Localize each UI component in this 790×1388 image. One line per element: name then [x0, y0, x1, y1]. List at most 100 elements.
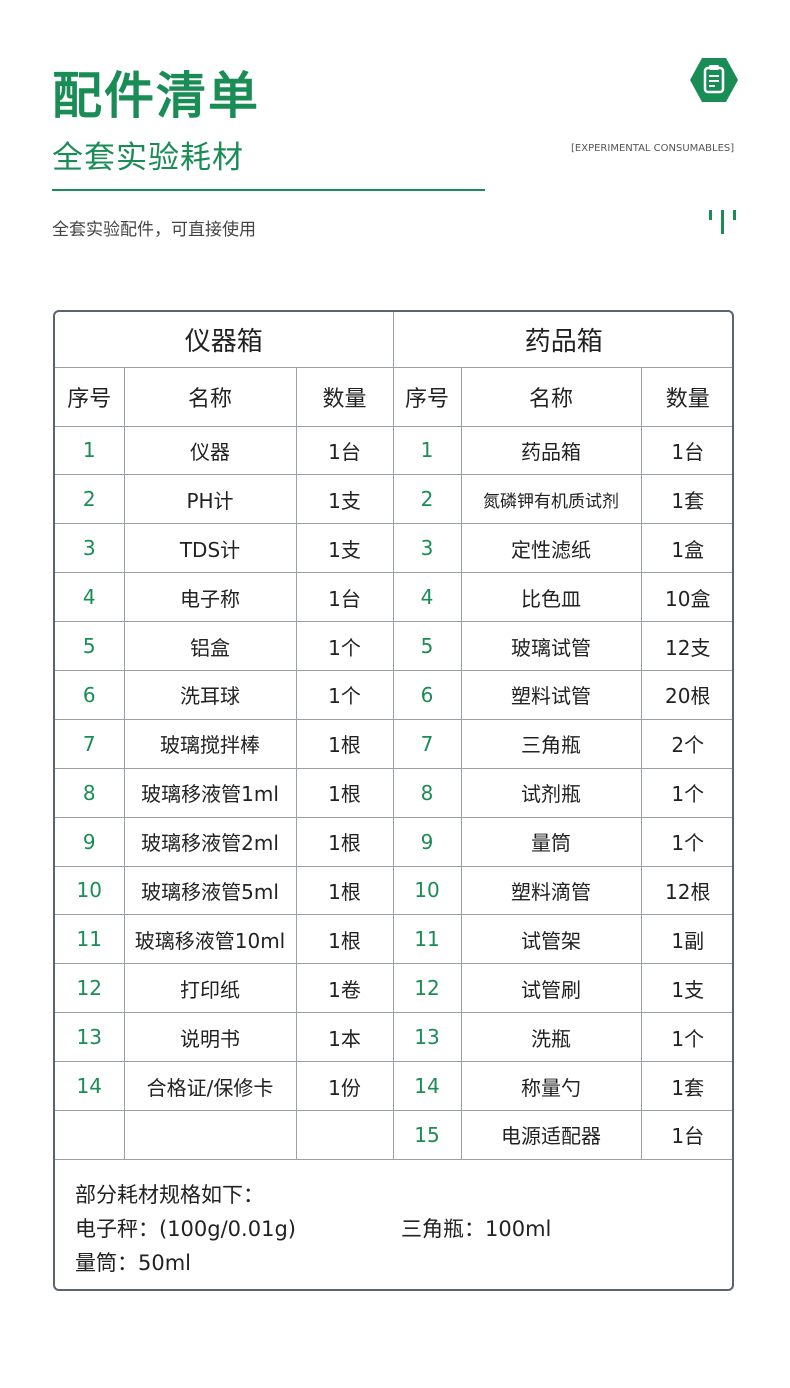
item-name: 玻璃移液管5ml: [123, 865, 297, 916]
item-index: 7: [55, 718, 125, 769]
item-quantity: 1根: [295, 914, 394, 965]
item-quantity: 1台: [295, 572, 394, 623]
item-quantity: 1个: [295, 669, 394, 720]
note-scale: 电子秤：(100g/0.01g): [75, 1217, 296, 1241]
item-index: 1: [392, 425, 462, 476]
item-name: 电源适配器: [460, 1109, 642, 1160]
page-subtitle: 全套实验耗材: [52, 140, 244, 176]
item-quantity: 1根: [295, 767, 394, 818]
item-index: 2: [55, 474, 125, 525]
item-quantity: 1套: [640, 474, 732, 525]
item-quantity: 1份: [295, 1061, 394, 1111]
table-row: 15 电源适配器 1台: [55, 1109, 732, 1160]
instrument-box-title: 仪器箱: [55, 312, 394, 368]
table-row: 10 玻璃移液管5ml 1根 10 塑料滴管 12根: [55, 865, 732, 916]
item-name: 三角瓶: [460, 718, 642, 769]
table-row: 5 铝盒 1个 5 玻璃试管 12支: [55, 621, 732, 671]
item-quantity: 1卷: [295, 963, 394, 1014]
item-quantity: 12支: [640, 621, 732, 671]
item-quantity: 1台: [295, 425, 394, 476]
item-name: 塑料试管: [460, 669, 642, 720]
item-name: TDS计: [123, 523, 297, 574]
item-name: 洗瓶: [460, 1012, 642, 1063]
item-name: 塑料滴管: [460, 865, 642, 916]
table-row: 4 电子称 1台 4 比色皿 10盒: [55, 572, 732, 623]
item-quantity: 1根: [295, 718, 394, 769]
table-row: 2 PH计 1支 2 氮磷钾有机质试剂 1套: [55, 474, 732, 525]
table-row: 13 说明书 1本 13 洗瓶 1个: [55, 1012, 732, 1063]
reagent-box-title: 药品箱: [392, 312, 732, 368]
item-index: 10: [392, 865, 462, 916]
item-quantity: 1个: [295, 621, 394, 671]
item-name: 玻璃搅拌棒: [123, 718, 297, 769]
decorative-bars-icon: [709, 210, 736, 234]
item-index: 14: [55, 1061, 125, 1111]
item-name: 试管架: [460, 914, 642, 965]
item-quantity: 20根: [640, 669, 732, 720]
item-quantity: 2个: [640, 718, 732, 769]
item-quantity: 1副: [640, 914, 732, 965]
item-index: 15: [392, 1109, 462, 1160]
item-name: 玻璃移液管2ml: [123, 816, 297, 867]
item-name: [123, 1109, 297, 1160]
item-name: 称量勺: [460, 1061, 642, 1111]
col-header-qty: 数量: [295, 366, 394, 427]
col-header-qty: 数量: [640, 366, 732, 427]
item-name: 量筒: [460, 816, 642, 867]
item-name: 玻璃试管: [460, 621, 642, 671]
item-quantity: 1支: [295, 474, 394, 525]
table-row: 9 玻璃移液管2ml 1根 9 量筒 1个: [55, 816, 732, 867]
item-name: 玻璃移液管1ml: [123, 767, 297, 818]
item-index: 6: [55, 669, 125, 720]
item-index: [55, 1109, 125, 1160]
col-header-index: 序号: [55, 366, 125, 427]
item-name: 洗耳球: [123, 669, 297, 720]
item-index: 8: [392, 767, 462, 818]
item-quantity: 1根: [295, 816, 394, 867]
table-row: 8 玻璃移液管1ml 1根 8 试剂瓶 1个: [55, 767, 732, 818]
item-index: 14: [392, 1061, 462, 1111]
item-name: 说明书: [123, 1012, 297, 1063]
item-quantity: 1套: [640, 1061, 732, 1111]
item-index: 3: [55, 523, 125, 574]
item-index: 1: [55, 425, 125, 476]
item-name: 定性滤纸: [460, 523, 642, 574]
item-index: 12: [392, 963, 462, 1014]
item-index: 11: [55, 914, 125, 965]
item-quantity: 10盒: [640, 572, 732, 623]
table-row: 6 洗耳球 1个 6 塑料试管 20根: [55, 669, 732, 720]
item-quantity: 1台: [640, 425, 732, 476]
item-index: 3: [392, 523, 462, 574]
table-row: 7 玻璃搅拌棒 1根 7 三角瓶 2个: [55, 718, 732, 769]
table-row: 14 合格证/保修卡 1份 14 称量勺 1套: [55, 1061, 732, 1111]
item-index: 8: [55, 767, 125, 818]
table-row: 12 打印纸 1卷 12 试管刷 1支: [55, 963, 732, 1014]
page-title: 配件清单: [52, 67, 260, 125]
table-row: 3 TDS计 1支 3 定性滤纸 1盒: [55, 523, 732, 574]
notes-heading: 部分耗材规格如下：: [75, 1183, 264, 1207]
item-index: 13: [392, 1012, 462, 1063]
item-name: 合格证/保修卡: [123, 1061, 297, 1111]
item-index: 5: [55, 621, 125, 671]
col-header-index: 序号: [392, 366, 462, 427]
item-name: 仪器: [123, 425, 297, 476]
item-name: 电子称: [123, 572, 297, 623]
note-cylinder: 量筒：50ml: [75, 1251, 192, 1275]
item-name: 比色皿: [460, 572, 642, 623]
title-divider: [52, 189, 485, 191]
item-index: 7: [392, 718, 462, 769]
item-index: 13: [55, 1012, 125, 1063]
item-name: 药品箱: [460, 425, 642, 476]
note-flask: 三角瓶：100ml: [401, 1217, 552, 1241]
table-row: 11 玻璃移液管10ml 1根 11 试管架 1副: [55, 914, 732, 965]
col-header-name: 名称: [123, 366, 297, 427]
parts-table: 仪器箱 药品箱 序号 名称 数量 序号 名称 数量 1 仪器 1台 1 药品箱 1台 2 PH…: [53, 310, 734, 1291]
item-index: 12: [55, 963, 125, 1014]
item-quantity: 1支: [295, 523, 394, 574]
item-name: 氮磷钾有机质试剂: [460, 474, 642, 525]
item-index: 4: [392, 572, 462, 623]
item-index: 4: [55, 572, 125, 623]
item-index: 5: [392, 621, 462, 671]
english-subtitle: [EXPERIMENTAL CONSUMABLES]: [571, 143, 735, 154]
item-name: 铝盒: [123, 621, 297, 671]
